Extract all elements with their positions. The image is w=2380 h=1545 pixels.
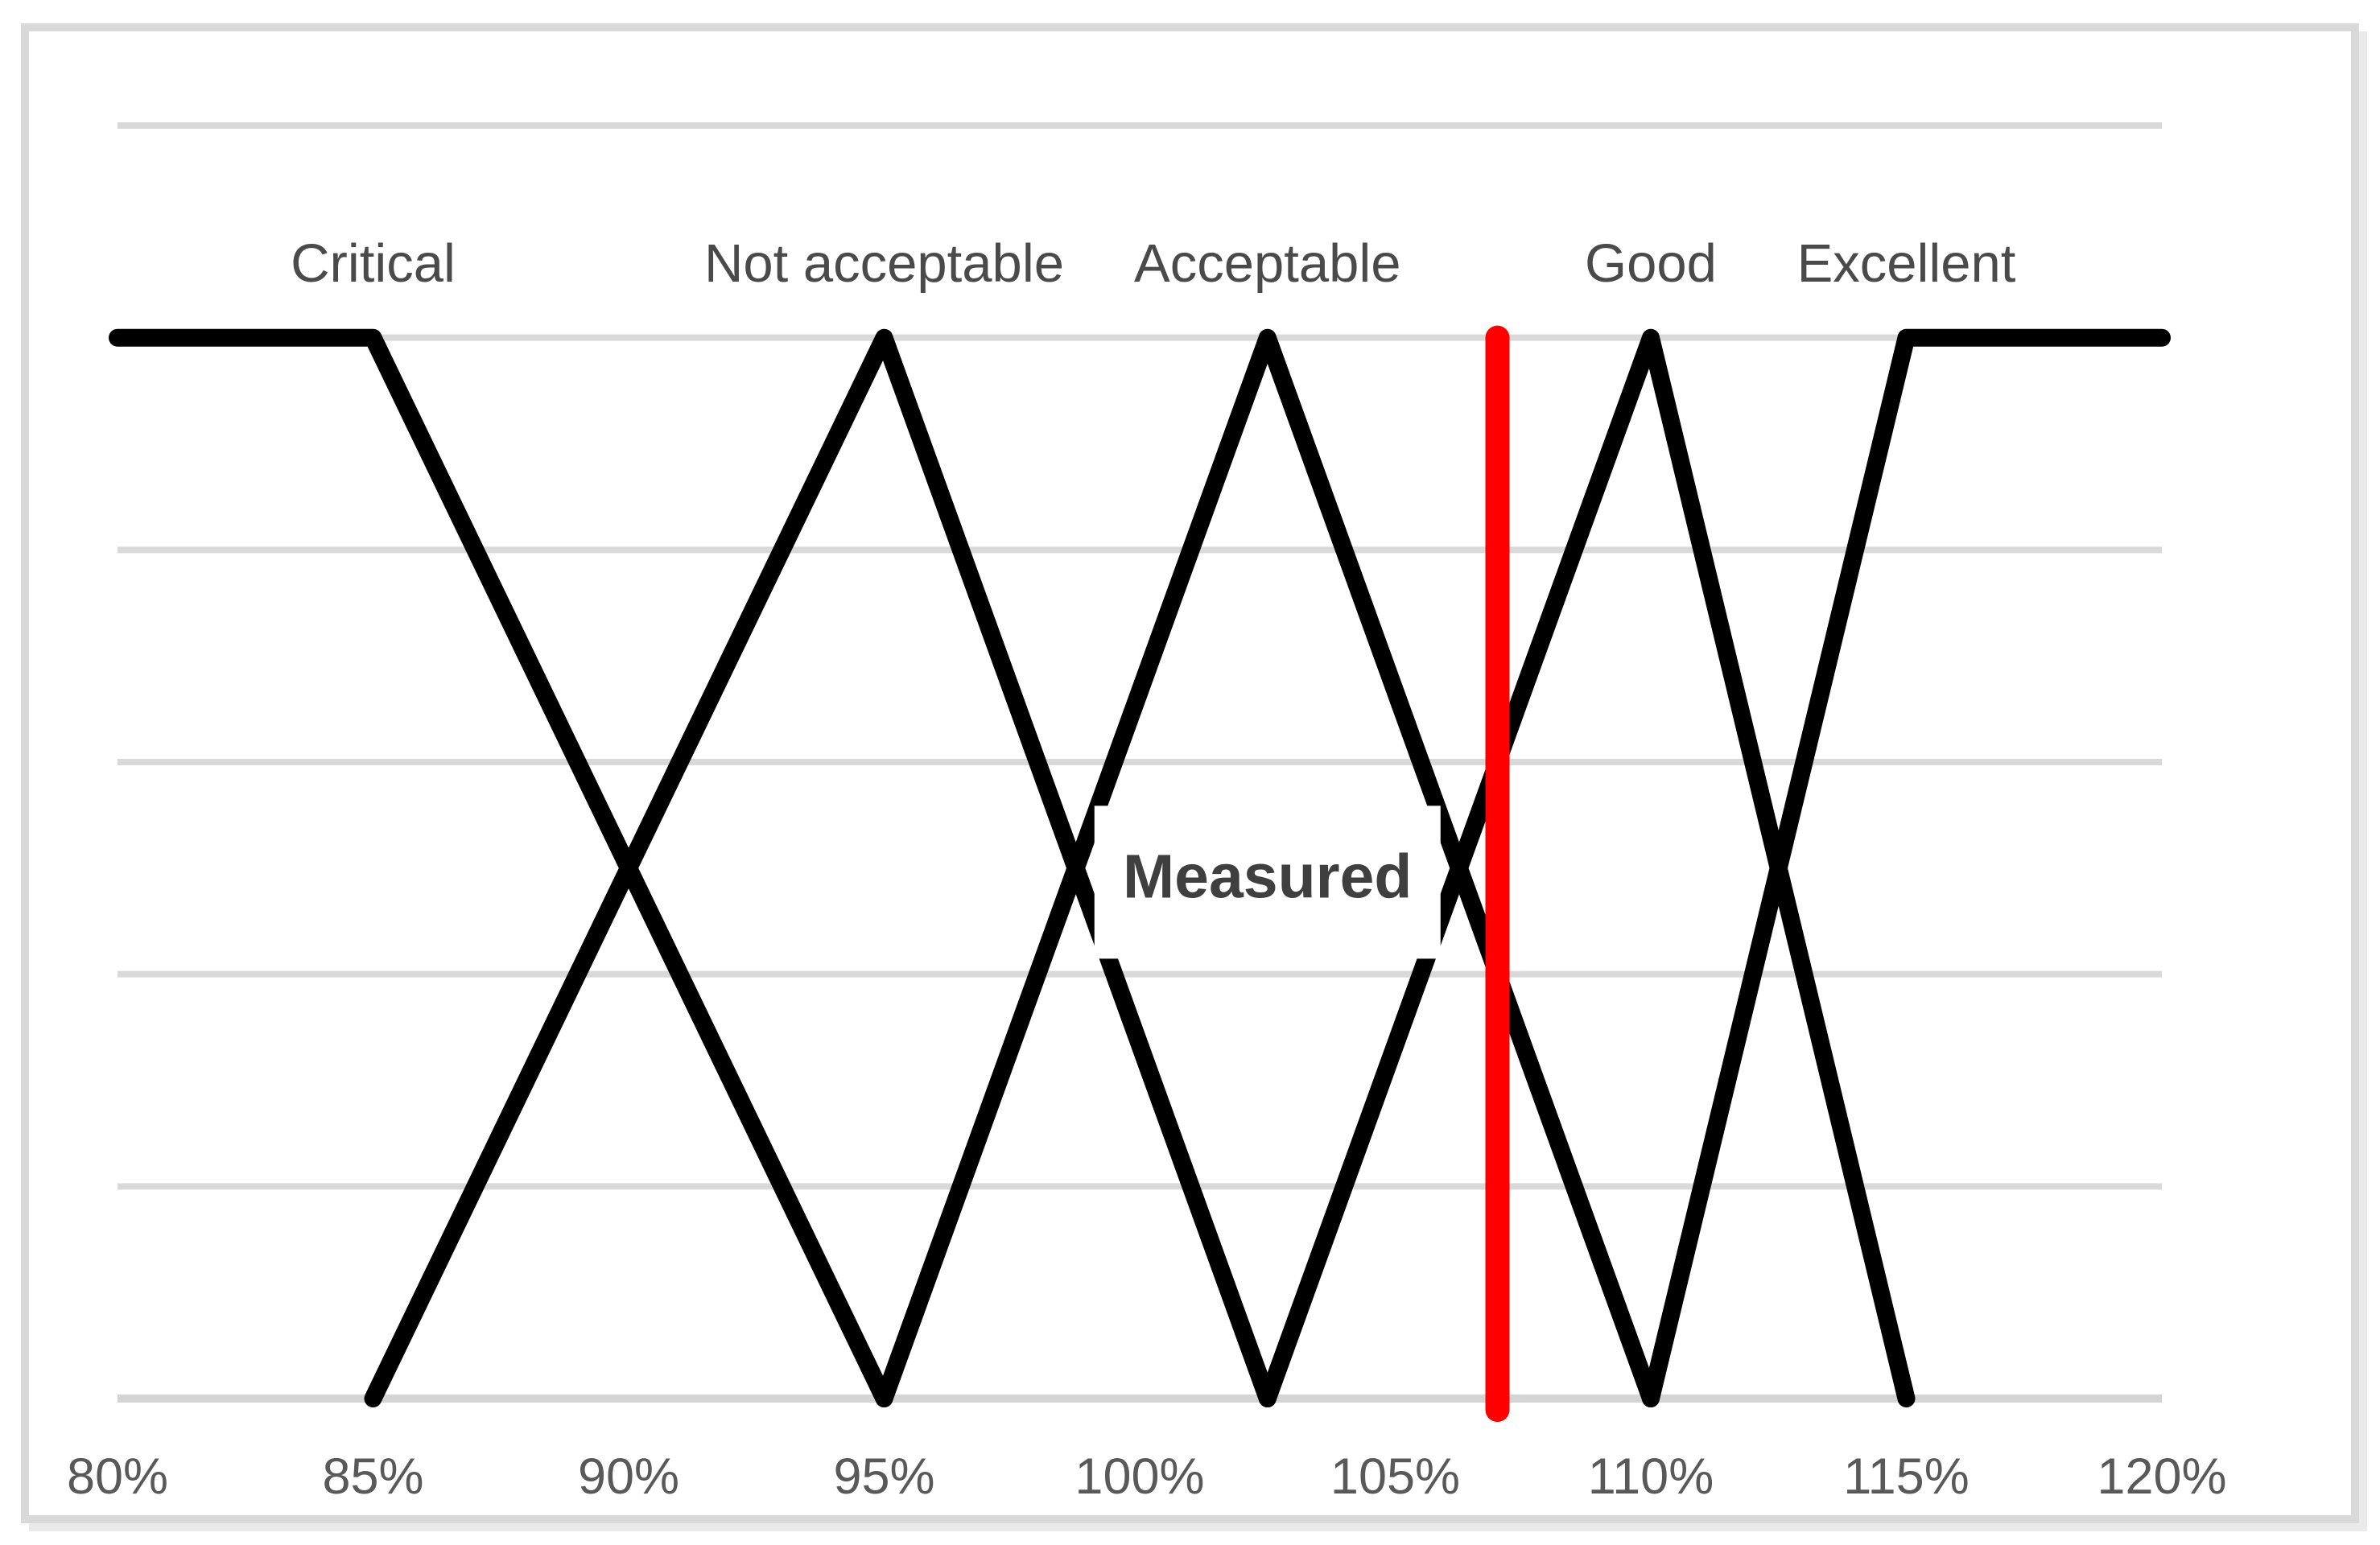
series-label-critical: Critical xyxy=(291,233,456,294)
x-tick-label-95-: 95% xyxy=(833,1448,934,1505)
x-tick-label-105-: 105% xyxy=(1330,1448,1460,1505)
chart-frame xyxy=(21,23,2359,1523)
series-label-acceptable: Acceptable xyxy=(1134,233,1401,294)
x-tick-label-120-: 120% xyxy=(2097,1448,2226,1505)
measured-label: Measured xyxy=(1123,842,1412,911)
series-label-excellent: Excellent xyxy=(1797,233,2016,294)
series-label-not-acceptable: Not acceptable xyxy=(704,233,1064,294)
membership-line-not-acceptable xyxy=(364,328,1277,1407)
membership-line-critical xyxy=(109,328,893,1407)
membership-line-good xyxy=(1258,328,1916,1407)
series-label-good: Good xyxy=(1585,233,1717,294)
x-tick-label-110-: 110% xyxy=(1588,1448,1714,1505)
x-tick-label-100-: 100% xyxy=(1075,1448,1204,1505)
membership-line-acceptable xyxy=(875,328,1660,1407)
x-tick-label-90-: 90% xyxy=(578,1448,679,1505)
membership-line-excellent xyxy=(1642,328,2171,1407)
measured-label-box xyxy=(1094,805,1441,959)
x-tick-label-85-: 85% xyxy=(322,1448,423,1505)
x-tick-label-115-: 115% xyxy=(1843,1448,1969,1505)
x-tick-label-80-: 80% xyxy=(67,1448,168,1505)
